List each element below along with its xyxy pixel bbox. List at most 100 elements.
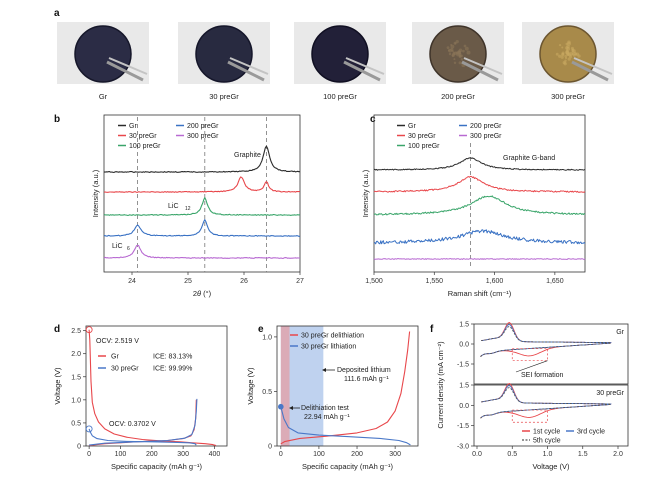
- sei-region: [511, 409, 548, 423]
- sei-annotation: SEI formation: [521, 372, 564, 379]
- x-tick-label: 24: [128, 278, 136, 285]
- delithiation-annotation: Delithiation test: [301, 405, 349, 412]
- ice-pregr: ICE: 99.99%: [153, 366, 192, 373]
- x-axis-label: Voltage (V): [532, 462, 570, 471]
- surface-spot: [453, 41, 457, 45]
- surface-spot: [564, 54, 568, 58]
- x-tick-label: 400: [209, 451, 221, 458]
- tweezer-tip: [345, 57, 385, 75]
- y-axis-label: Voltage (V): [246, 367, 255, 405]
- tweezer-tip: [463, 57, 503, 75]
- x-tick-label: 200: [146, 451, 158, 458]
- legend-entry: 30 preGr delithiation: [301, 333, 364, 340]
- tweezer-tip: [106, 60, 144, 82]
- sample-photo: [522, 22, 614, 84]
- cv-axes: [473, 323, 629, 385]
- legend-entry: 100 preGr: [408, 143, 440, 150]
- x-tick-label: 1,550: [426, 278, 444, 285]
- sei-region: [511, 348, 548, 362]
- sample-label: 200 preGr: [441, 92, 475, 101]
- surface-spot: [571, 49, 576, 54]
- surface-spot: [464, 46, 469, 51]
- surface-spot: [458, 61, 462, 65]
- legend-entry: 5th cycle: [533, 438, 561, 445]
- cv-loop: [480, 326, 612, 357]
- x-axis-label: Raman shift (cm⁻¹): [448, 289, 512, 298]
- surface-spot: [446, 46, 450, 50]
- y-tick-label: 0.0: [459, 342, 469, 349]
- voltage-curve-30-pregr: [88, 428, 197, 446]
- subplot-title: Gr: [616, 329, 624, 336]
- surface-spot: [567, 40, 571, 44]
- legend-entry: 30 preGr: [408, 133, 436, 140]
- raman-trace-200-pregr: [373, 229, 586, 245]
- y-axis-label: Intensity (a.u.): [361, 169, 370, 217]
- y-axis-label: Current density (mA cm⁻²): [436, 341, 445, 429]
- panel-e-label: e: [258, 324, 264, 335]
- raman-trace-gr: [373, 157, 586, 171]
- subplot-title: 30 preGr: [596, 390, 624, 397]
- surface-spot: [453, 61, 457, 65]
- legend-entry: 30 preGr lithiation: [301, 344, 356, 351]
- ocv-pregr-annotation: OCV: 0.3702 V: [109, 421, 156, 428]
- g-band-annotation: Graphite G-band: [503, 155, 555, 162]
- surface-spot: [462, 49, 465, 53]
- y-tick-label: 2.0: [71, 351, 81, 358]
- legend-entry: Gr: [111, 354, 119, 361]
- surface-spot: [555, 52, 559, 56]
- xrd-trace-30-pregr: [103, 176, 301, 193]
- cv-loop: [480, 324, 612, 357]
- y-tick-label: 0.5: [71, 420, 81, 427]
- arrow-head: [289, 406, 293, 410]
- x-axis-label: Specific capacity (mAh g⁻¹): [302, 462, 394, 471]
- surface-spot: [452, 52, 456, 56]
- x-tick-label: 0: [279, 451, 283, 458]
- legend-entry: Gr: [129, 123, 137, 130]
- x-axis-label: Specific capacity (mAh g⁻¹): [111, 462, 203, 471]
- legend-entry: 200 preGr: [187, 123, 219, 130]
- x-tick-label: 1,500: [365, 278, 383, 285]
- delithiation-value: 22.94 mAh g⁻¹: [304, 414, 350, 421]
- surface-spot: [458, 54, 462, 59]
- surface-spot: [574, 52, 578, 56]
- panel-f-label: f: [430, 324, 434, 335]
- lic12-annotation: LiC: [168, 203, 179, 210]
- x-tick-label: 1,650: [546, 278, 564, 285]
- surface-spot: [453, 58, 456, 61]
- legend-entry: 3rd cycle: [577, 429, 605, 436]
- x-axis-label: 2θ (°): [193, 289, 212, 298]
- xrd-trace-200-pregr: [103, 219, 301, 237]
- cv-axes: [473, 384, 629, 447]
- y-tick-label: 2.5: [71, 328, 81, 335]
- y-tick-label: 1.5: [459, 383, 469, 390]
- surface-spot: [561, 46, 564, 49]
- surface-spot: [463, 44, 467, 48]
- panel-a-label: a: [54, 8, 60, 19]
- surface-spot: [456, 53, 459, 57]
- surface-spot: [561, 51, 565, 55]
- annotation-leader: [515, 360, 548, 373]
- y-tick-label: 0: [77, 444, 81, 451]
- surface-spot: [455, 40, 459, 44]
- y-tick-label: 1.5: [71, 374, 81, 381]
- surface-spot: [460, 58, 463, 61]
- lic6-annotation: LiC: [112, 243, 123, 250]
- surface-spot: [457, 50, 461, 55]
- x-tick-label: 2.0: [613, 451, 623, 458]
- sample-photo: [178, 22, 270, 84]
- legend-entry: 300 preGr: [470, 133, 502, 140]
- deposited-value: 111.6 mAh g⁻¹: [344, 376, 389, 383]
- surface-spot: [448, 52, 452, 56]
- raman-trace-300-pregr: [373, 258, 586, 260]
- lic6-subscript: 6: [127, 246, 130, 252]
- sample-label: 30 preGr: [209, 92, 239, 101]
- sample-photo: [294, 22, 386, 84]
- legend-entry: 200 preGr: [470, 123, 502, 130]
- voltage-curve-30-pregr: [89, 398, 198, 446]
- cv-loop: [480, 383, 612, 419]
- surface-spot: [564, 56, 568, 60]
- sample-label: 300 preGr: [551, 92, 585, 101]
- x-tick-label: 1,600: [486, 278, 504, 285]
- electrode-disc: [311, 25, 369, 83]
